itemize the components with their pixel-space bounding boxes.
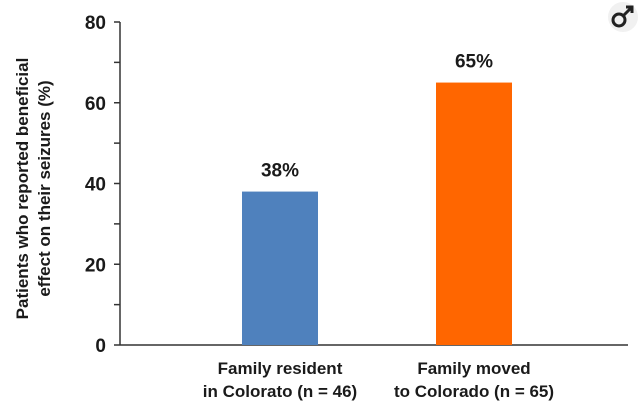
data-label: 65% (455, 52, 493, 73)
y-axis-label: Patients who reported beneficial (13, 58, 32, 320)
bar (242, 191, 318, 345)
y-tick-label: 0 (95, 336, 106, 357)
data-label: 38% (261, 161, 299, 182)
category-label: Family moved (417, 359, 530, 378)
category-labels: Family resident in Colorato (n = 46) Famil… (203, 359, 554, 401)
y-tick-label: 40 (85, 175, 106, 196)
category-label: in Colorato (n = 46) (203, 382, 357, 401)
axes (119, 22, 628, 346)
y-axis-title: Patients who reported beneficial effect o… (13, 58, 54, 320)
bar (436, 82, 512, 345)
gender-symbol-icon (608, 2, 638, 32)
y-tick-label: 80 (85, 13, 106, 34)
y-tick-label: 60 (85, 94, 106, 115)
y-ticks: 0 20 40 60 80 (85, 13, 120, 357)
data-labels: 38% 65% (261, 52, 493, 182)
y-tick-label: 20 (85, 255, 106, 276)
category-label: Family resident (218, 359, 343, 378)
y-axis-label: effect on their seizures (%) (35, 80, 54, 296)
bars (242, 82, 512, 345)
category-label: to Colorado (n = 65) (394, 382, 554, 401)
